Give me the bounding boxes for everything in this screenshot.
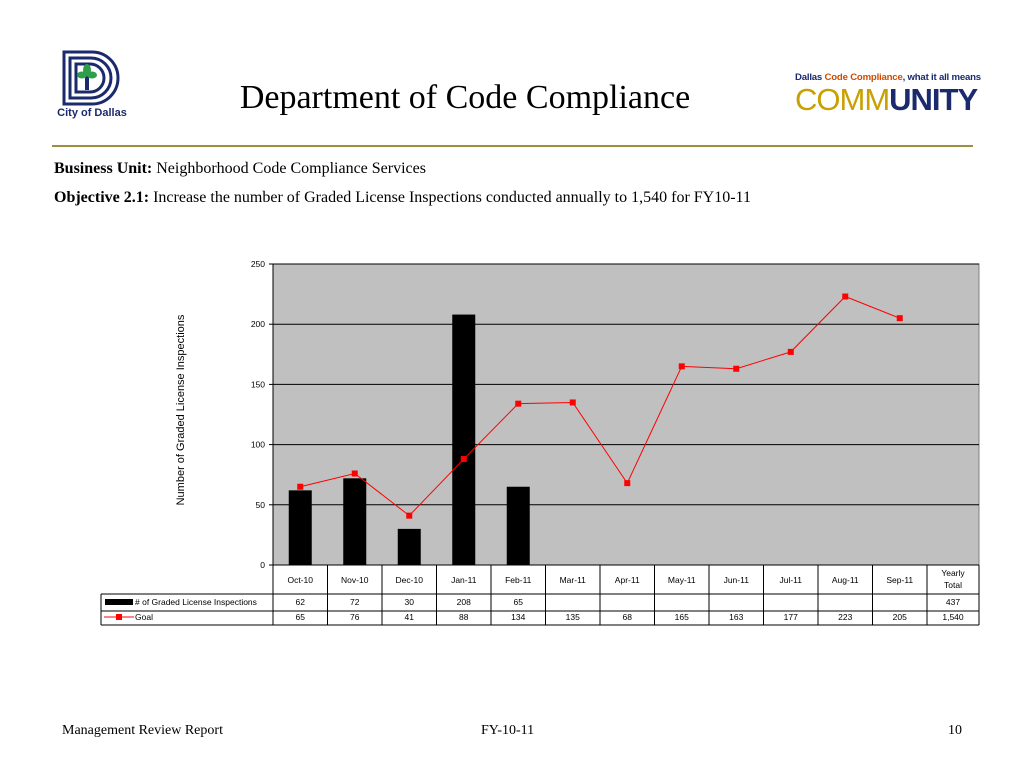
goal-point: [460, 456, 467, 463]
data-table-value: 208: [457, 597, 471, 607]
header-divider: [52, 145, 973, 147]
legend-point-swatch: [116, 614, 122, 620]
data-table-value: 223: [838, 612, 852, 622]
data-table-value: 163: [729, 612, 743, 622]
y-tick-label: 200: [251, 319, 265, 329]
goal-point: [896, 315, 903, 322]
bar: [343, 478, 367, 565]
x-tick-label: Apr-11: [615, 575, 640, 585]
x-tick-label: Feb-11: [505, 575, 532, 585]
y-tick-label: 150: [251, 379, 265, 389]
bar: [506, 486, 530, 565]
x-tick-label: Mar-11: [560, 575, 587, 585]
objective-label: Objective 2.1:: [54, 189, 150, 206]
data-table-value: 165: [675, 612, 689, 622]
goal-point: [515, 400, 522, 407]
x-tick-label: May-11: [668, 575, 696, 585]
data-table-value: 134: [511, 612, 525, 622]
total-header-label: Total: [944, 580, 962, 590]
goal-point: [733, 365, 740, 372]
footer-report-name: Management Review Report: [62, 723, 223, 738]
x-tick-label: Nov-10: [341, 575, 369, 585]
data-table-value: 177: [784, 612, 798, 622]
goal-point: [406, 512, 413, 519]
business-unit-label: Business Unit:: [54, 160, 153, 177]
plot-area: [272, 263, 980, 566]
objective-line: Objective 2.1: Increase the number of Gr…: [54, 189, 751, 207]
goal-point: [678, 363, 685, 370]
logo-caption: City of Dallas: [57, 107, 127, 119]
data-table-total: 437: [946, 597, 960, 607]
logo-wordmark: COMMUNITY: [795, 82, 978, 117]
legend-label: # of Graded License Inspections: [135, 597, 257, 607]
y-axis-label: Number of Graded License Inspections: [175, 314, 187, 505]
data-table-value: 65: [296, 612, 306, 622]
y-tick-label: 100: [251, 440, 265, 450]
goal-point: [842, 293, 849, 300]
goal-point: [624, 480, 631, 487]
data-table-total: 1,540: [942, 612, 964, 622]
footer-page-number: 10: [948, 723, 962, 738]
total-header-label: Yearly: [941, 568, 965, 578]
data-table-value: 68: [623, 612, 633, 622]
x-tick-label: Sep-11: [886, 575, 913, 585]
x-tick-label: Jun-11: [724, 575, 750, 585]
goal-point: [351, 470, 358, 477]
community-logo: Dallas Code Compliance, what it all mean…: [795, 72, 981, 120]
bar: [397, 528, 421, 565]
city-of-dallas-logo: City of Dallas: [50, 50, 134, 122]
y-tick-label: 0: [260, 560, 265, 570]
legend-label: Goal: [135, 612, 153, 622]
goal-point: [569, 399, 576, 406]
objective-value: Increase the number of Graded License In…: [153, 189, 751, 206]
business-unit-line: Business Unit: Neighborhood Code Complia…: [54, 160, 426, 178]
x-tick-label: Oct-10: [287, 575, 313, 585]
data-table-value: 72: [350, 597, 360, 607]
legend-bar-swatch: [105, 599, 133, 605]
goal-line: [300, 295, 900, 517]
x-tick-label: Dec-10: [396, 575, 424, 585]
bar: [452, 314, 476, 565]
data-table-value: 30: [405, 597, 415, 607]
bar: [288, 490, 312, 565]
page-title: Department of Code Compliance: [239, 79, 691, 116]
data-table-value: 65: [514, 597, 524, 607]
data-table-value: 76: [350, 612, 360, 622]
goal-point: [787, 348, 794, 355]
y-tick-label: 50: [256, 500, 266, 510]
y-tick-label: 250: [251, 259, 265, 269]
x-tick-label: Jan-11: [451, 575, 477, 585]
business-unit-value: Neighborhood Code Compliance Services: [156, 160, 426, 177]
data-table-value: 88: [459, 612, 469, 622]
logo-tagline: Dallas Code Compliance, what it all mean…: [795, 72, 981, 83]
dallas-d-icon: [62, 50, 120, 106]
x-tick-label: Aug-11: [832, 575, 859, 585]
data-table-value: 41: [405, 612, 415, 622]
goal-point: [297, 483, 304, 490]
x-tick-label: Jul-11: [779, 575, 802, 585]
footer-fiscal-year: FY-10-11: [481, 723, 535, 738]
data-table-value: 135: [566, 612, 580, 622]
data-table-value: 62: [296, 597, 306, 607]
data-table-value: 205: [893, 612, 907, 622]
